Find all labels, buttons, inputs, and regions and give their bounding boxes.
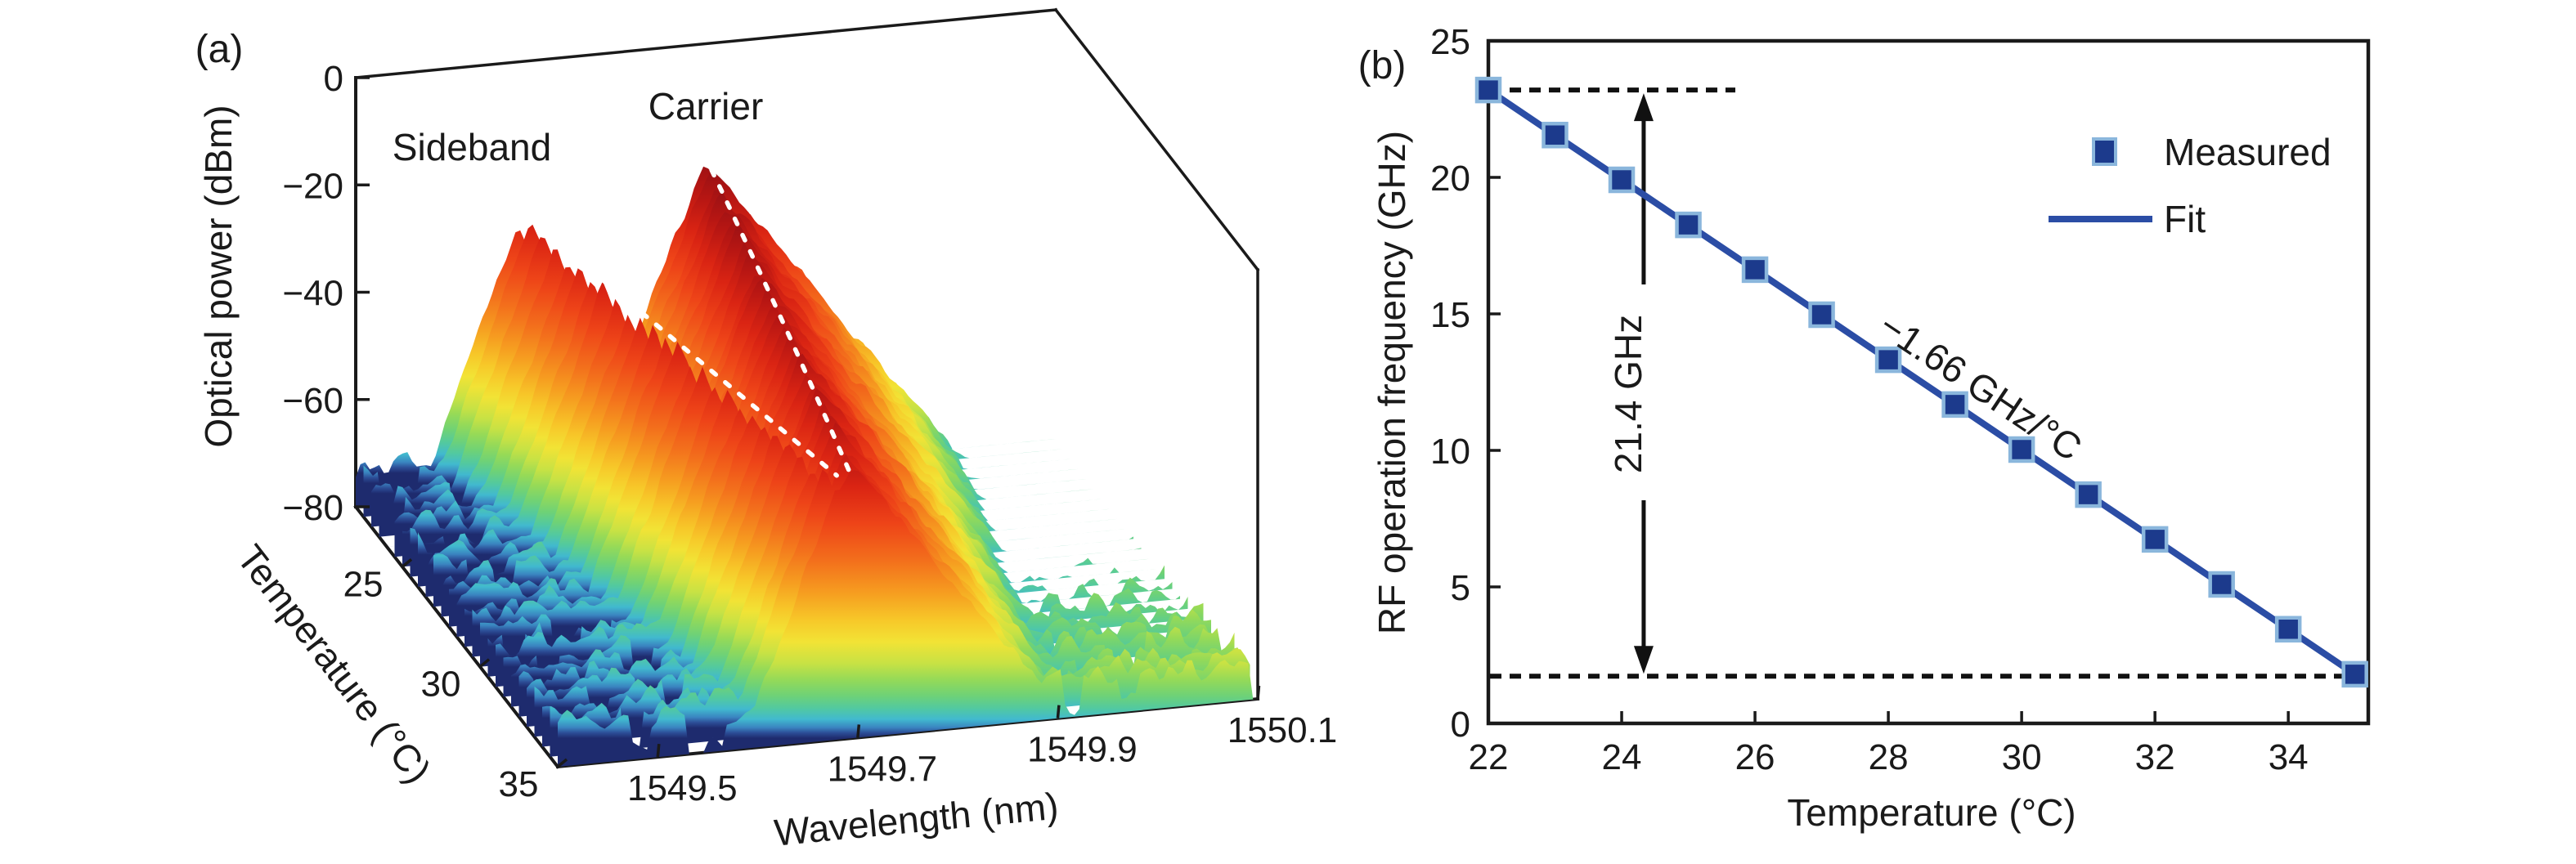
- svg-text:1549.7: 1549.7: [828, 749, 938, 789]
- measured-point: [1741, 256, 1769, 284]
- legend-fit-label: Fit: [2164, 198, 2206, 240]
- svg-text:−60: −60: [282, 381, 343, 421]
- measured-point: [2274, 616, 2302, 643]
- measured-point: [2075, 481, 2102, 508]
- measured-point: [1542, 121, 1568, 149]
- legend-measured-label: Measured: [2164, 131, 2331, 173]
- svg-text:0: 0: [1451, 705, 1470, 745]
- panel-b-axes: [1486, 38, 2371, 726]
- wavelength-axis-label: Wavelength (nm): [773, 784, 1061, 853]
- measured-point: [1941, 391, 1968, 419]
- svg-text:10: 10: [1430, 432, 1470, 472]
- arrow-down-head: [1633, 646, 1654, 674]
- surface-plot: [356, 166, 1258, 767]
- svg-text:1550.1: 1550.1: [1227, 710, 1338, 750]
- svg-text:30: 30: [2002, 737, 2042, 777]
- panel-a-label: (a): [195, 28, 244, 71]
- svg-text:24: 24: [1602, 737, 1642, 777]
- carrier-crest-line: [701, 151, 854, 478]
- panel-b-plot-content: [1474, 76, 2368, 688]
- panel-b-tick-labels: 22 24 26 28 30 32 34 0 5 10 15 20 25: [1430, 22, 2309, 777]
- measured-point: [2208, 571, 2235, 598]
- measured-point: [2341, 660, 2368, 688]
- svg-text:22: 22: [1469, 737, 1509, 777]
- panel-a-tick-marks: [356, 76, 1261, 768]
- rf-frequency-axis-label: RF operation frequency (GHz): [1371, 131, 1413, 634]
- optical-power-axis-label: Optical power (dBm): [197, 105, 240, 447]
- arrow-up-head: [1633, 93, 1654, 122]
- panel-b-label: (b): [1358, 44, 1407, 87]
- legend: Measured Fit: [2049, 131, 2331, 240]
- svg-text:15: 15: [1430, 295, 1470, 335]
- svg-text:20: 20: [1430, 159, 1470, 199]
- svg-text:25: 25: [343, 564, 384, 604]
- svg-text:−20: −20: [282, 166, 343, 206]
- measured-point: [1474, 76, 1502, 104]
- svg-text:−40: −40: [282, 274, 343, 314]
- frequency-gap-annotation: 21.4 GHz: [1607, 315, 1649, 473]
- svg-text:1549.5: 1549.5: [627, 768, 738, 808]
- sideband-annotation: Sideband: [393, 126, 551, 168]
- measured-point: [1675, 211, 1702, 239]
- measured-point: [1608, 166, 1636, 194]
- temperature-axis-label-b: Temperature (°C): [1787, 791, 2076, 834]
- svg-text:25: 25: [1430, 22, 1470, 62]
- svg-text:30: 30: [421, 665, 461, 705]
- panel-b: 22 24 26 28 30 32 34 0 5 10 15 20 25 (b) RF operatio…: [1358, 22, 2371, 834]
- svg-text:0: 0: [324, 59, 343, 99]
- measured-point: [2141, 526, 2169, 553]
- sideband-crest-line: [515, 207, 839, 478]
- slope-annotation: −1.66 GHz/°C: [1872, 304, 2089, 469]
- svg-text:5: 5: [1451, 568, 1470, 608]
- measured-point: [1874, 346, 1902, 374]
- ridge-crest-dashed-lines: [515, 151, 854, 478]
- measured-point: [1808, 301, 1835, 329]
- carrier-annotation: Carrier: [648, 85, 764, 128]
- svg-text:1549.9: 1549.9: [1027, 730, 1138, 770]
- measured-point: [2008, 436, 2035, 463]
- svg-text:−80: −80: [282, 488, 343, 528]
- svg-text:26: 26: [1735, 737, 1775, 777]
- svg-text:35: 35: [499, 764, 539, 804]
- legend-measured-marker: [2092, 137, 2117, 166]
- svg-text:32: 32: [2135, 737, 2175, 777]
- svg-text:28: 28: [1869, 737, 1909, 777]
- svg-text:34: 34: [2269, 737, 2309, 777]
